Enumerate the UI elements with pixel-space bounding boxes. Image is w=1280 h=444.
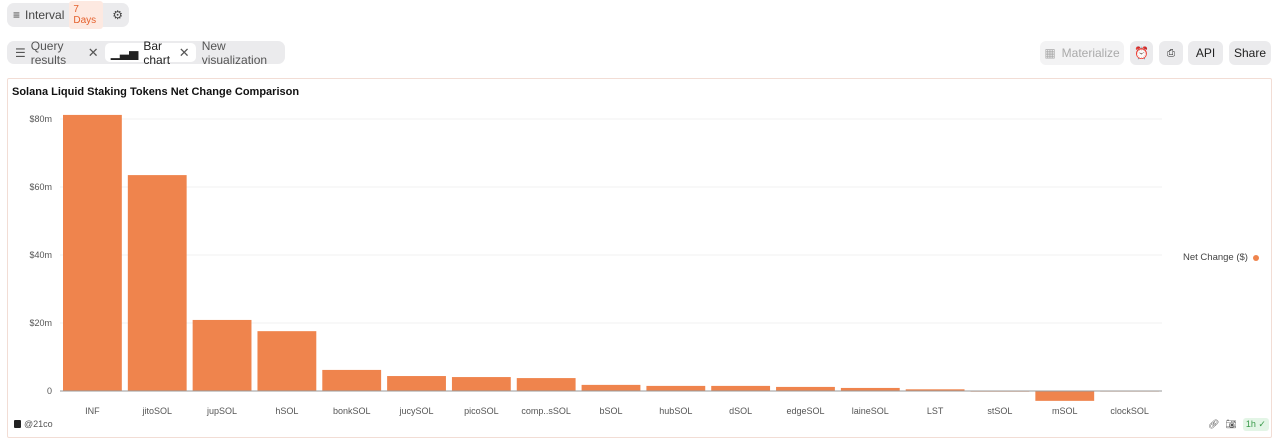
bar[interactable] <box>1035 391 1095 401</box>
tab-label: Bar chart <box>143 38 171 67</box>
interval-label: Interval <box>25 8 65 22</box>
x-tick-label: hSOL <box>275 406 298 416</box>
tab-new-visualization[interactable]: New visualization <box>196 39 283 67</box>
chart-panel <box>7 78 1272 438</box>
x-tick-label: laineSOL <box>852 406 889 416</box>
bar[interactable] <box>776 386 835 391</box>
legend-dot <box>1252 254 1259 261</box>
menu-icon: ≡ <box>13 8 21 22</box>
x-tick-label: hubSOL <box>659 406 692 416</box>
author-label: @21co <box>24 419 53 429</box>
materialize-label: Materialize <box>1061 46 1120 60</box>
api-button[interactable]: API <box>1188 41 1223 65</box>
gear-icon[interactable]: ⚙ <box>112 8 123 22</box>
bar[interactable] <box>322 369 382 391</box>
csv-icon: ⎙ <box>1167 47 1175 59</box>
bar[interactable] <box>127 175 187 391</box>
bar[interactable] <box>257 331 317 391</box>
y-tick-label: $40m <box>29 250 52 260</box>
tab-query-results[interactable]: ☰ Query results ✕ <box>9 39 105 67</box>
bar[interactable] <box>646 385 706 391</box>
alarm-button[interactable]: ⏰ <box>1130 41 1153 65</box>
footer-actions: 🔗︎ 📷︎ 1h ✓ <box>1208 418 1269 431</box>
bar[interactable] <box>387 376 446 391</box>
bar[interactable] <box>63 114 122 392</box>
x-tick-label: bSOL <box>599 406 622 416</box>
avatar <box>14 420 21 428</box>
tab-label: New visualization <box>201 38 268 67</box>
author-credit[interactable]: @21co <box>14 419 53 429</box>
x-tick-label: picoSOL <box>464 406 499 416</box>
x-tick-label: comp..sSOL <box>521 406 571 416</box>
tab-label: Query results <box>30 38 67 67</box>
link-icon[interactable]: 🔗︎ <box>1208 419 1220 429</box>
table-icon: ▦ <box>1044 46 1056 60</box>
x-tick-label: stSOL <box>987 406 1012 416</box>
legend-item[interactable]: Net Change ($) <box>1183 252 1259 263</box>
x-tick-label: dSOL <box>729 406 752 416</box>
materialize-button[interactable]: ▦ Materialize <box>1040 41 1124 65</box>
x-tick-label: jucySOL <box>399 406 434 416</box>
bar[interactable] <box>840 387 900 391</box>
alarm-icon: ⏰ <box>1134 46 1149 60</box>
freshness-badge: 1h ✓ <box>1242 418 1269 431</box>
legend-label: Net Change ($) <box>1183 252 1248 263</box>
y-tick-label: 0 <box>47 386 52 396</box>
share-button[interactable]: Share <box>1229 41 1271 65</box>
y-tick-label: $80m <box>29 114 52 124</box>
bar[interactable] <box>451 377 511 391</box>
close-icon[interactable]: ✕ <box>87 44 99 60</box>
bar-chart-icon: ▁▃▅ <box>110 45 139 60</box>
bar[interactable] <box>581 384 641 391</box>
x-tick-label: bonkSOL <box>333 406 371 416</box>
x-tick-label: mSOL <box>1052 406 1078 416</box>
interval-parameter[interactable]: ≡ Interval 7 Days ⚙ <box>7 1 129 29</box>
interval-value[interactable]: 7 Days <box>69 1 104 29</box>
bar[interactable] <box>192 319 252 391</box>
visualization-tabs: ☰ Query results ✕ ▁▃▅ Bar chart ✕ New visual… <box>7 39 285 67</box>
y-tick-label: $20m <box>29 318 52 328</box>
close-icon[interactable]: ✕ <box>178 44 190 60</box>
x-tick-label: INF <box>85 406 100 416</box>
bar[interactable] <box>905 389 965 391</box>
camera-icon[interactable]: 📷︎ <box>1225 419 1237 429</box>
bar[interactable] <box>711 385 771 391</box>
x-tick-label: jitoSOL <box>141 406 172 416</box>
x-tick-label: clockSOL <box>1110 406 1149 416</box>
bar[interactable] <box>516 378 576 391</box>
csv-download-button[interactable]: ⎙ <box>1159 41 1183 65</box>
chart-title: Solana Liquid Staking Tokens Net Change … <box>12 86 300 98</box>
x-tick-label: LST <box>927 406 944 416</box>
tab-bar-chart[interactable]: ▁▃▅ Bar chart ✕ <box>104 39 196 67</box>
list-icon: ☰ <box>15 45 26 60</box>
x-tick-label: edgeSOL <box>786 406 824 416</box>
x-tick-label: jupSOL <box>206 406 237 416</box>
y-tick-label: $60m <box>29 182 52 192</box>
